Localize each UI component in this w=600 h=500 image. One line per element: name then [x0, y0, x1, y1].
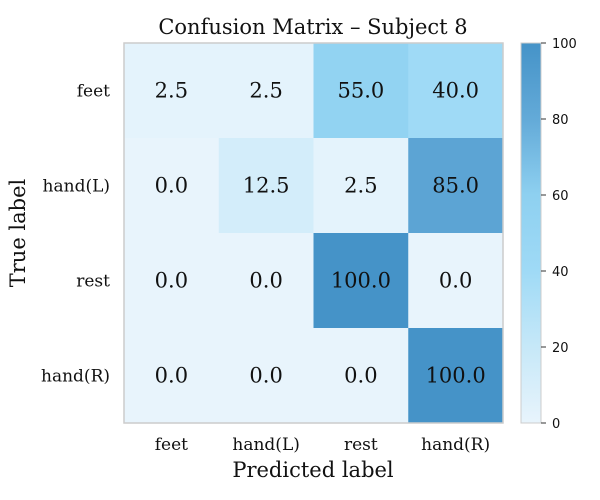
x-tick-labels: feet hand(L) rest hand(R): [155, 435, 490, 455]
cell-value-label: 2.5: [249, 79, 282, 103]
x-tick-label: rest: [344, 435, 378, 455]
y-tick-label: feet: [77, 82, 110, 102]
y-axis-label: True label: [6, 178, 30, 287]
heatmap-cell: [124, 138, 220, 234]
heatmap-cell: [218, 233, 314, 329]
heatmap-cell: [124, 328, 220, 424]
heatmap-cell: [313, 138, 409, 234]
colorbar-tick-label: 20: [552, 341, 569, 356]
colorbar-tick-label: 80: [552, 113, 569, 128]
cell-value-label: 0.0: [439, 269, 472, 293]
cell-value-label: 0.0: [249, 269, 282, 293]
y-tick-label: rest: [76, 272, 110, 292]
y-tick-label: hand(R): [41, 367, 110, 387]
cell-value-label: 0.0: [155, 364, 188, 388]
cell-value-label: 55.0: [337, 79, 384, 103]
x-tick-label: hand(L): [232, 435, 299, 455]
y-tick-labels: feet hand(L) rest hand(R): [41, 82, 110, 387]
heatmap-cell: [408, 233, 504, 329]
y-tick-label: hand(L): [43, 177, 110, 197]
heatmap-cell: [408, 43, 504, 139]
heatmap-cell: [313, 233, 409, 329]
heatmap-cell: [124, 43, 220, 139]
cell-value-label: 2.5: [155, 79, 188, 103]
colorbar-tick-label: 60: [552, 189, 569, 204]
heatmap-cell: [218, 138, 314, 234]
cell-value-label: 85.0: [432, 174, 479, 198]
heatmap-cell: [313, 43, 409, 139]
x-tick-label: feet: [155, 435, 188, 455]
heatmap-cell: [313, 328, 409, 424]
heatmap-cell: [408, 138, 504, 234]
cell-value-label: 0.0: [155, 269, 188, 293]
x-axis-label: Predicted label: [232, 458, 394, 482]
plot-frame: [123, 42, 504, 424]
heatmap-cell: [124, 233, 220, 329]
heatmap-cell: [218, 43, 314, 139]
cell-value-label: 40.0: [432, 79, 479, 103]
cell-value-label: 2.5: [344, 174, 377, 198]
cell-value-label: 0.0: [249, 364, 282, 388]
cell-value-label: 100.0: [426, 364, 486, 388]
cell-value-label: 12.5: [243, 174, 290, 198]
colorbar-ticks: 0 20 40 60 80 100: [541, 37, 577, 432]
heatmap-cells: 2.5 2.5 55.0 40.0 0.0 12.5 2.5 85.0 0.0 0.0 100.0 0…: [124, 43, 504, 424]
colorbar: [520, 42, 542, 424]
colorbar-tick-label: 0: [552, 417, 560, 432]
heatmap-cell: [408, 328, 504, 424]
heatmap-cell: [218, 328, 314, 424]
chart-title: Confusion Matrix – Subject 8: [158, 15, 467, 39]
colorbar-tick-label: 40: [552, 265, 569, 280]
x-tick-label: hand(R): [421, 435, 490, 455]
cell-value-label: 0.0: [344, 364, 377, 388]
cell-value-label: 100.0: [331, 269, 391, 293]
colorbar-tick-label: 100: [552, 37, 577, 52]
cell-value-label: 0.0: [155, 174, 188, 198]
